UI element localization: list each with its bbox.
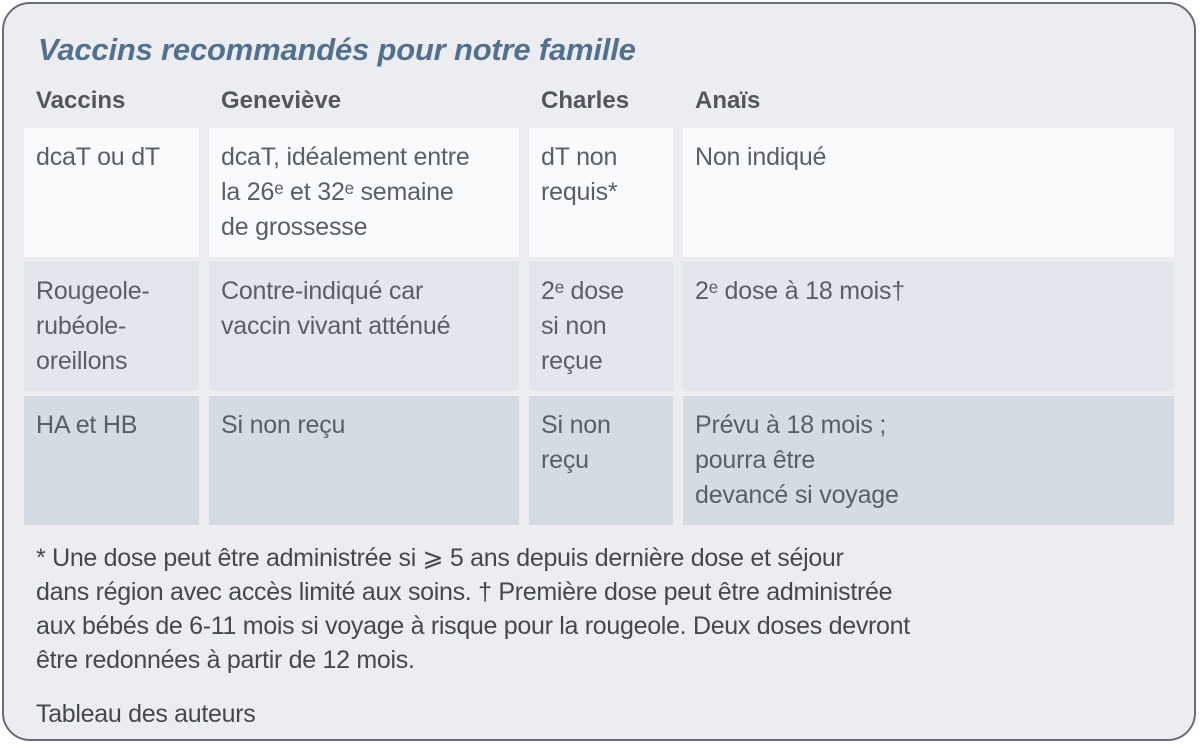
column-header-charles: Charles: [541, 87, 630, 114]
table-cell-vaccine: Rougeole- rubéole- oreillons: [24, 262, 199, 391]
table-cell-genevieve: Si non reçu: [209, 396, 519, 525]
vaccine-table: Vaccins Geneviève Charles Anaïs dcaT ou …: [24, 80, 1174, 525]
table-cell-charles: 2ᵉ dose si non reçue: [529, 262, 673, 391]
table-cell-anais: 2ᵉ dose à 18 mois†: [683, 262, 1174, 391]
vaccine-recommendations-card: Vaccins recommandés pour notre famille V…: [2, 2, 1196, 741]
table-cell-charles: Si non reçu: [529, 396, 673, 525]
column-header-anais: Anaïs: [695, 87, 761, 114]
column-header-vaccins: Vaccins: [36, 87, 126, 114]
table-cell-genevieve: Contre-indiqué car vaccin vivant atténué: [209, 262, 519, 391]
source-credit: Tableau des auteurs: [36, 700, 256, 728]
table-cell-anais: Prévu à 18 mois ; pourra être devancé si…: [683, 396, 1174, 525]
card-title: Vaccins recommandés pour notre famille: [38, 32, 636, 67]
column-header-genevieve: Geneviève: [221, 87, 342, 114]
table-cell-anais: Non indiqué: [683, 128, 1174, 257]
footnotes-text: * Une dose peut être administrée si ⩾ 5 …: [36, 544, 910, 674]
table-cell-vaccine: dcaT ou dT: [24, 128, 199, 257]
table-cell-vaccine: HA et HB: [24, 396, 199, 525]
table-cell-genevieve: dcaT, idéalement entre la 26ᵉ et 32ᵉ sem…: [209, 128, 519, 257]
table-cell-charles: dT non requis*: [529, 128, 673, 257]
